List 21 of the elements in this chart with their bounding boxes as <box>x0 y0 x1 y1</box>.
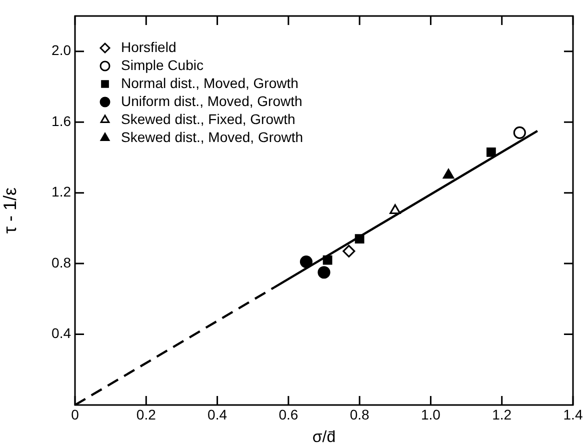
y-tick-label: 1.6 <box>52 112 72 129</box>
legend-label: Skewed dist., Moved, Growth <box>121 128 304 145</box>
x-tick-label: 1.0 <box>420 406 441 422</box>
x-tick-label: 1.4 <box>563 406 583 422</box>
x-tick-label: 0 <box>71 406 80 422</box>
y-tick-label: 0.8 <box>52 254 72 270</box>
legend-label: Horsfield <box>121 38 176 55</box>
x-tick-label: 0.6 <box>278 406 298 422</box>
y-tick-label: 2.0 <box>52 42 72 58</box>
x-axis-title: σ/d̄ <box>312 428 336 446</box>
x-tick-label: 0.2 <box>136 406 156 422</box>
legend-label: Uniform dist., Moved, Growth <box>121 92 302 109</box>
x-tick-label: 0.8 <box>350 406 370 422</box>
y-tick-label: 1.2 <box>52 184 72 200</box>
y-axis-title: τ - 1/ε <box>0 187 20 234</box>
y-tick-label: 0.4 <box>52 325 72 342</box>
legend-label: Simple Cubic <box>121 56 204 73</box>
legend-label: Normal dist., Moved, Growth <box>121 74 298 91</box>
legend-label: Skewed dist., Fixed, Growth <box>121 110 296 127</box>
x-tick-label: 0.4 <box>208 406 228 422</box>
x-tick-label: 1.2 <box>492 406 512 422</box>
